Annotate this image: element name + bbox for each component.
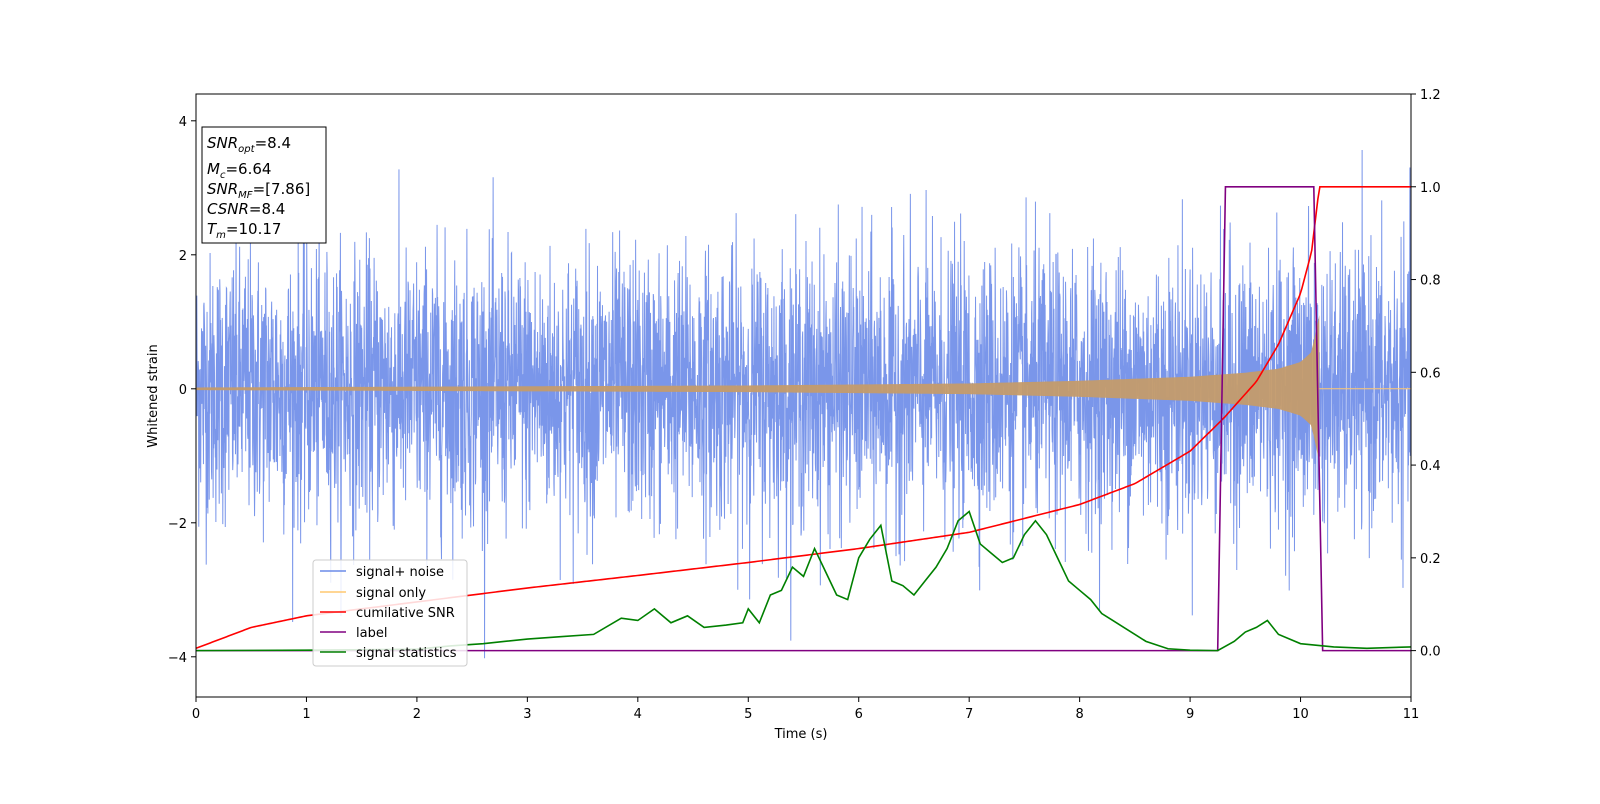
legend-frame [312, 559, 468, 667]
info-snr-mf-sub: MF [238, 190, 253, 201]
info-snr-mf-value: =[7.86] [253, 180, 311, 198]
x-tick-label: 3 [523, 707, 531, 722]
x-tick-label: 5 [744, 707, 752, 722]
legend-label-label: label [356, 626, 387, 641]
info-mc-sub: c [220, 170, 226, 181]
info-mc: Mc=6.64 [207, 160, 271, 181]
x-axis: 0 1 2 3 4 5 6 7 8 9 10 11 [192, 697, 1419, 722]
series-label-line [196, 185, 1411, 652]
y-tick-label: 0 [179, 383, 187, 398]
y2-tick-label: 0.2 [1420, 552, 1441, 567]
y-axis-label: Whitened strain [146, 344, 161, 447]
info-tm-label: T [207, 220, 218, 238]
x-tick-label: 7 [965, 707, 973, 722]
y-axis-right: 1.2 1.0 0.8 0.6 0.4 0.2 0.0 [1411, 88, 1441, 660]
legend-label-cumulative-snr: cumilative SNR [356, 606, 455, 621]
info-mc-value: =6.64 [225, 160, 271, 178]
y2-tick-label: 0.6 [1420, 366, 1441, 381]
info-tm-sub: m [216, 230, 226, 241]
info-snr-mf: SNRMF=[7.86] [207, 180, 310, 201]
y2-tick-label: 0.0 [1420, 645, 1441, 660]
x-tick-label: 11 [1403, 707, 1420, 722]
x-tick-label: 4 [634, 707, 642, 722]
info-snr-opt: SNRopt=8.4 [207, 134, 291, 155]
legend: signal+ noise signal only cumilative SNR… [312, 559, 468, 667]
info-snr-opt-label: SNR [207, 134, 238, 152]
info-csnr-label: CSNR [207, 200, 249, 218]
info-mc-label: M [207, 160, 220, 178]
legend-label-signal-only: signal only [356, 586, 426, 601]
info-csnr-value: =8.4 [249, 200, 285, 218]
series-signal-statistics-line [196, 510, 1411, 652]
x-axis-label: Time (s) [774, 727, 828, 742]
x-tick-label: 10 [1292, 707, 1309, 722]
y-axis-left: 4 2 0 −2 −4 [168, 115, 196, 666]
y-tick-label: 2 [179, 249, 187, 264]
x-tick-label: 0 [192, 707, 200, 722]
y-tick-label: −4 [168, 651, 187, 666]
info-box: SNRopt=8.4 Mc=6.64 SNRMF=[7.86] CSNR=8.4… [201, 126, 327, 244]
x-tick-label: 2 [413, 707, 421, 722]
legend-label-signal-plus-noise: signal+ noise [356, 565, 444, 580]
x-tick-label: 6 [855, 707, 863, 722]
y2-tick-label: 1.0 [1420, 181, 1441, 196]
info-tm-value: =10.17 [226, 220, 282, 238]
info-tm: Tm=10.17 [207, 220, 281, 241]
y2-tick-label: 0.4 [1420, 459, 1441, 474]
y-tick-label: −2 [168, 517, 187, 532]
legend-label-signal-statistics: signal statistics [356, 646, 457, 661]
y-tick-label: 4 [179, 115, 187, 130]
info-csnr: CSNR=8.4 [207, 200, 285, 218]
x-tick-label: 8 [1075, 707, 1083, 722]
y2-tick-label: 0.8 [1420, 274, 1441, 289]
y2-tick-label: 1.2 [1420, 88, 1441, 103]
plot-frame [195, 93, 1412, 698]
info-snr-mf-label: SNR [207, 180, 238, 198]
info-box-frame [201, 126, 327, 244]
series-signal-only-band [196, 315, 1320, 463]
x-tick-label: 1 [302, 707, 310, 722]
info-snr-opt-value: =8.4 [255, 134, 291, 152]
info-snr-opt-sub: opt [238, 144, 255, 155]
x-tick-label: 9 [1186, 707, 1194, 722]
